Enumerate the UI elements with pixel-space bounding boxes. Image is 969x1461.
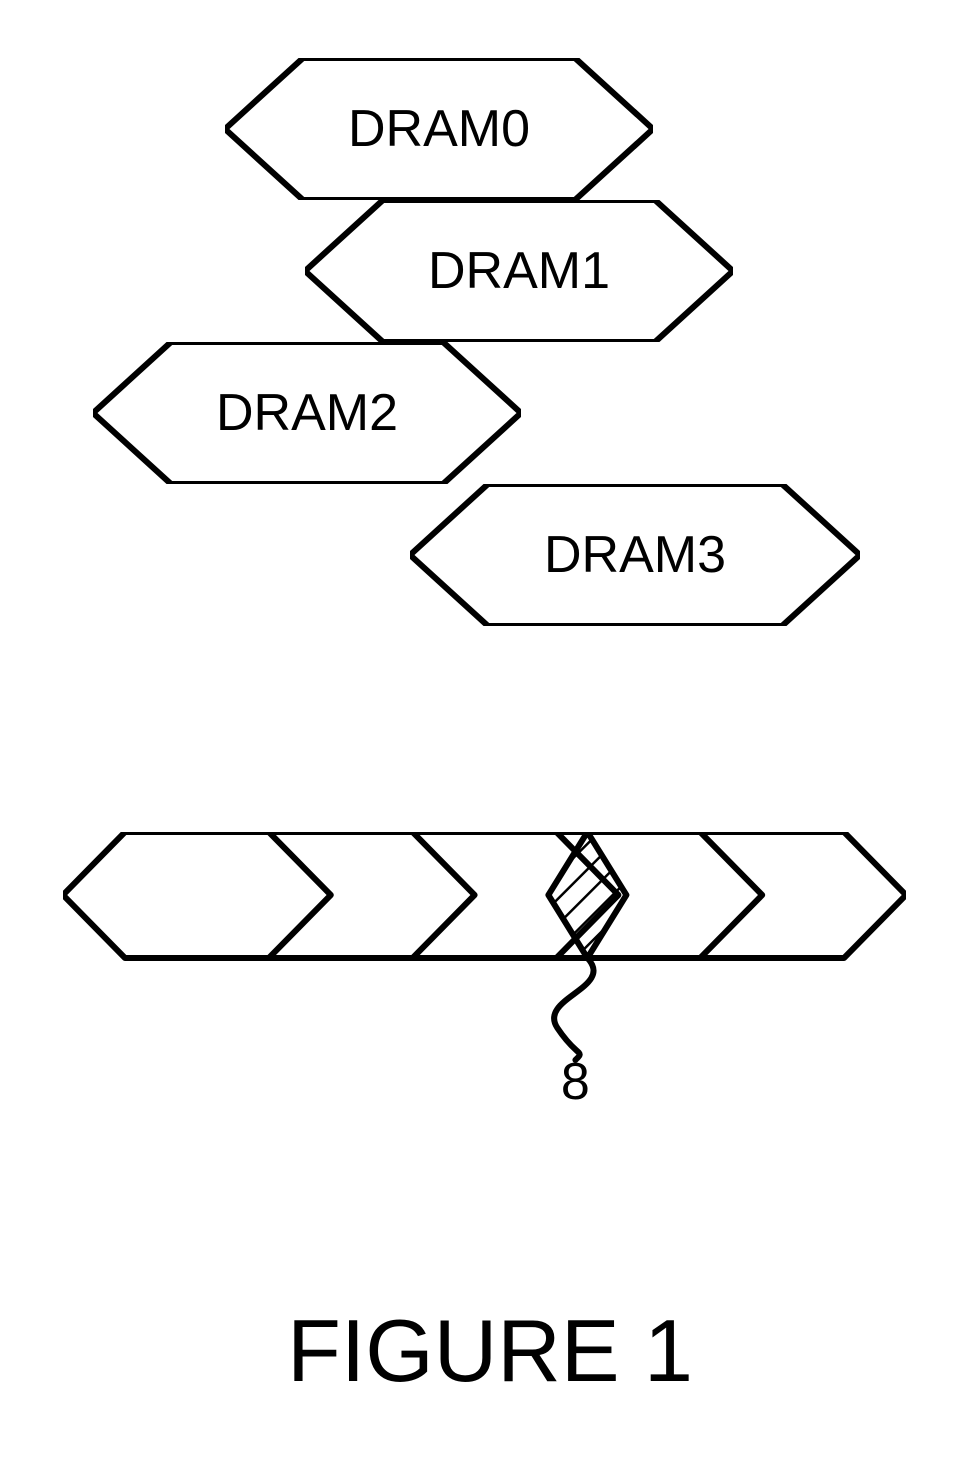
label-dram2: DRAM2 <box>216 383 398 443</box>
timeline-bar <box>63 832 906 1118</box>
label-dram1: DRAM1 <box>428 241 610 301</box>
figure-label: FIGURE 1 <box>287 1300 693 1402</box>
diagram-canvas: 8 FIGURE 1 DRAM0 DRAM1 DRAM2 DRAM3 <box>0 0 969 1461</box>
label-dram3: DRAM3 <box>544 525 726 585</box>
callout-label-8: 8 <box>561 1052 590 1112</box>
label-dram0: DRAM0 <box>348 99 530 159</box>
